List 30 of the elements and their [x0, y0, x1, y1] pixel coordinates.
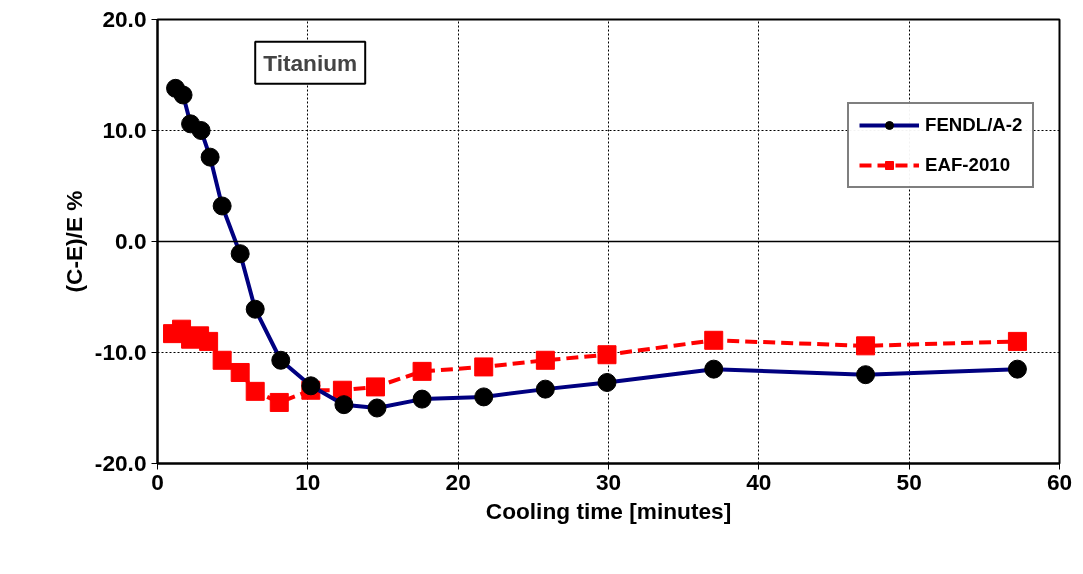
x-tick-label: 0	[151, 468, 164, 495]
point	[245, 381, 265, 401]
point	[199, 331, 219, 351]
y-tick-label: -10.0	[94, 339, 147, 365]
text: Titanium	[263, 49, 358, 76]
x-tick-label: 50	[896, 468, 922, 495]
y-tick-label: 10.0	[102, 117, 147, 143]
point	[230, 362, 250, 382]
point	[212, 350, 232, 370]
x-tick-label: 30	[595, 468, 622, 495]
point	[474, 357, 494, 377]
point	[535, 350, 555, 370]
x-tick-label: 10	[295, 468, 321, 495]
x-tick-label: 40	[746, 468, 772, 495]
point	[856, 336, 876, 356]
x-axis-title: Cooling time [minutes]	[485, 497, 732, 524]
legend-label: FENDL/A-2	[925, 114, 1023, 136]
y-tick-label: -20.0	[94, 450, 147, 476]
point	[365, 377, 385, 397]
y-tick-label: 20.0	[102, 6, 147, 32]
x-tick-label: 60	[1046, 468, 1073, 495]
y-axis-title: (C-E)/E %	[60, 190, 87, 293]
point	[412, 361, 432, 381]
point	[269, 392, 289, 412]
point	[704, 330, 724, 350]
x-tick-label: 20	[445, 468, 471, 495]
point	[597, 345, 617, 365]
y-tick-label: 0.0	[115, 228, 147, 254]
point	[1007, 331, 1027, 351]
legend-label: EAF-2010	[925, 154, 1011, 176]
